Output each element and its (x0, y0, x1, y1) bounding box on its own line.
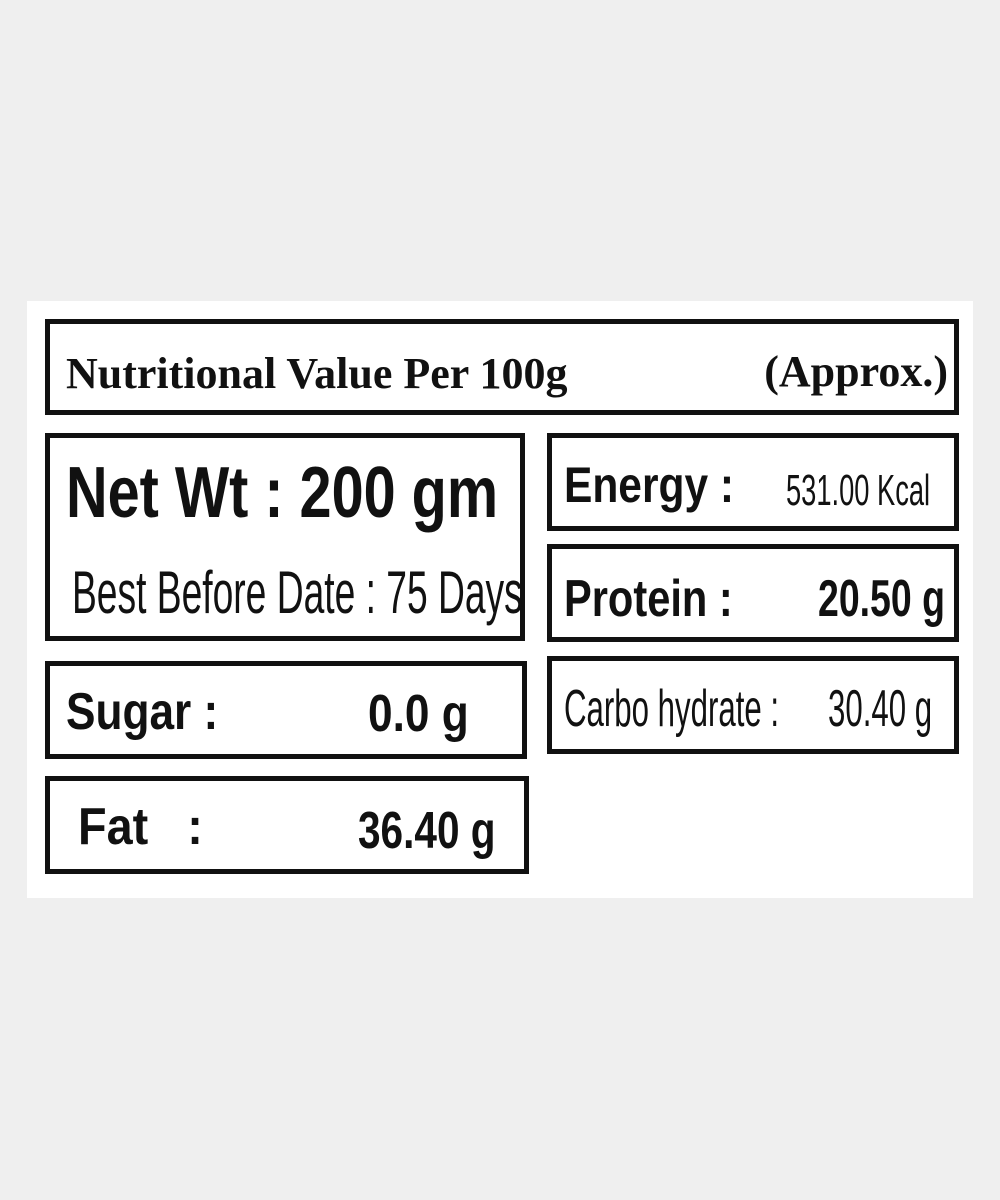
energy-box: Energy : 531.00 Kcal (547, 433, 959, 531)
fat-value: 36.40 g (358, 802, 496, 860)
carbohydrate-value: 30.40 g (828, 680, 933, 738)
protein-box: Protein : 20.50 g (547, 544, 959, 642)
title-box: Nutritional Value Per 100g (Approx.) (45, 319, 959, 415)
best-before: Best Before Date : 75 Days (72, 559, 523, 626)
sugar-label: Sugar : (66, 683, 219, 741)
nutrition-label: Nutritional Value Per 100g (Approx.) Net… (27, 301, 973, 898)
net-weight-box: Net Wt : 200 gm Best Before Date : 75 Da… (45, 433, 525, 641)
carbohydrate-label: Carbo hydrate : (564, 680, 780, 738)
fat-label: Fat : (78, 798, 203, 856)
approx-note: (Approx.) (764, 347, 948, 396)
sugar-value: 0.0 g (368, 685, 469, 743)
protein-label: Protein : (564, 570, 733, 628)
net-weight: Net Wt : 200 gm (66, 453, 499, 533)
sugar-box: Sugar : 0.0 g (45, 661, 527, 759)
energy-value: 531.00 Kcal (786, 466, 931, 515)
carbohydrate-box: Carbo hydrate : 30.40 g (547, 656, 959, 754)
protein-value: 20.50 g (818, 570, 945, 628)
fat-box: Fat : 36.40 g (45, 776, 529, 874)
energy-label: Energy : (564, 457, 735, 513)
title: Nutritional Value Per 100g (66, 349, 568, 398)
